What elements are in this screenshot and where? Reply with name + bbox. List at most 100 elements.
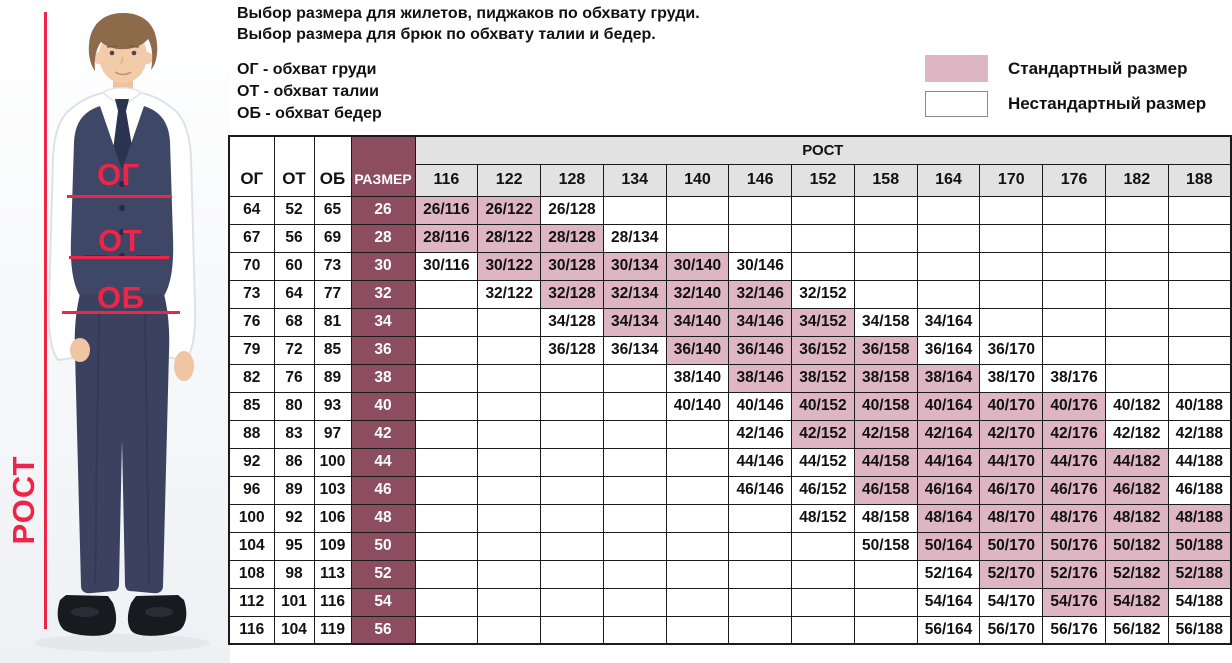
standard-size-cell: 44/176 (1042, 447, 1106, 477)
size-chart-table: ОГ ОТ ОБ РАЗМЕР РОСТ 116 122 128 134 140 146 1… (228, 135, 1232, 645)
nonstandard-size-cell: 46/152 (791, 475, 855, 505)
nonstandard-size-cell: 40/146 (728, 391, 793, 421)
standard-size-cell: 40/164 (916, 391, 981, 421)
chest-measure-label: ОГ (97, 157, 140, 192)
nonstandard-size-cell: 34/158 (853, 307, 918, 337)
nonstandard-size-cell: 54/188 (1167, 587, 1232, 617)
standard-size-cell: 50/182 (1104, 531, 1169, 561)
standard-size-cell: 46/158 (853, 475, 918, 505)
standard-size-cell: 48/164 (916, 503, 981, 533)
empty-cell (1167, 363, 1232, 393)
og-value: 85 (228, 391, 275, 421)
ot-value: 86 (273, 447, 315, 477)
ob-value: 69 (313, 223, 352, 253)
standard-size-cell: 26/116 (414, 195, 479, 225)
ob-value: 89 (313, 363, 352, 393)
boy-model-illustration (0, 0, 230, 663)
ob-value: 106 (313, 503, 352, 533)
empty-cell (1167, 251, 1232, 281)
title-line-1: Выбор размера для жилетов, пиджаков по о… (237, 5, 700, 22)
nonstandard-size-cell: 54/164 (916, 587, 981, 617)
empty-cell (728, 195, 793, 225)
nonstandard-size-cell: 30/116 (414, 251, 479, 281)
hips-measure-line (62, 311, 180, 314)
empty-cell (1104, 335, 1169, 365)
standard-size-cell: 50/164 (916, 531, 981, 561)
standard-size-cell: 28/122 (477, 223, 542, 253)
empty-cell (728, 587, 793, 617)
empty-cell (665, 419, 730, 449)
legend: Стандартный размер Нестандартный размер (925, 55, 1206, 126)
og-value: 116 (228, 615, 275, 645)
ot-value: 64 (273, 279, 315, 309)
nonstandard-size-cell: 40/182 (1104, 391, 1169, 421)
nonstandard-size-cell: 34/128 (540, 307, 604, 337)
og-value: 82 (228, 363, 275, 393)
legend-label-standard: Стандартный размер (1008, 58, 1188, 78)
ot-value: 104 (273, 615, 315, 645)
empty-cell (1104, 307, 1169, 337)
og-value: 79 (228, 335, 275, 365)
nonstandard-size-cell: 56/170 (979, 615, 1044, 645)
empty-cell (665, 503, 730, 533)
size-row-28: 67 56 69 28 28/116 28/122 28/128 28/134 (228, 223, 1232, 253)
og-value: 67 (228, 223, 275, 253)
standard-size-cell: 34/152 (791, 307, 855, 337)
ob-value: 93 (313, 391, 352, 421)
empty-cell (791, 195, 855, 225)
table-height-header-row: 116 122 128 134 140 146 152 158 164 170 176 182 188 (229, 163, 1232, 197)
empty-cell (602, 419, 667, 449)
og-value: 70 (228, 251, 275, 281)
size-value: 30 (350, 251, 416, 281)
standard-size-cell: 38/164 (916, 363, 981, 393)
empty-cell (979, 251, 1044, 281)
empty-cell (1042, 307, 1106, 337)
size-value: 36 (350, 335, 416, 365)
empty-cell (728, 223, 793, 253)
empty-cell (602, 615, 667, 645)
nonstandard-size-cell: 36/164 (916, 335, 981, 365)
standard-size-cell: 54/182 (1104, 587, 1169, 617)
empty-cell (1167, 279, 1232, 309)
nonstandard-size-cell: 32/122 (477, 279, 542, 309)
standard-size-cell: 46/164 (916, 475, 981, 505)
ot-value: 52 (273, 195, 315, 225)
table-header-group-row: ОГ ОТ ОБ РАЗМЕР РОСТ (228, 135, 1232, 197)
nonstandard-size-cell: 36/128 (540, 335, 604, 365)
height-header-164: 164 (916, 163, 981, 197)
empty-cell (414, 475, 479, 505)
empty-cell (602, 503, 667, 533)
ot-value: 72 (273, 335, 315, 365)
nonstandard-size-cell: 38/176 (1042, 363, 1106, 393)
size-row-26: 64 52 65 26 26/116 26/122 26/128 (228, 195, 1232, 225)
ob-value: 116 (313, 587, 352, 617)
empty-cell (477, 503, 542, 533)
empty-cell (979, 279, 1044, 309)
empty-cell (540, 559, 604, 589)
empty-cell (477, 447, 542, 477)
standard-size-cell: 28/128 (540, 223, 604, 253)
nonstandard-size-cell: 38/170 (979, 363, 1044, 393)
legend-row-nonstandard: Нестандартный размер (925, 91, 1206, 117)
empty-cell (602, 559, 667, 589)
size-value: 50 (350, 531, 416, 561)
standard-size-cell: 42/176 (1042, 419, 1106, 449)
empty-cell (414, 587, 479, 617)
size-row-48: 100 92 106 48 48/152 48/158 48/164 48/170 48/176… (228, 503, 1232, 533)
size-row-50: 104 95 109 50 50/158 50/164 50/170 50/176 50/182… (228, 531, 1232, 561)
standard-size-cell: 32/146 (728, 279, 793, 309)
empty-cell (540, 503, 604, 533)
size-row-36: 79 72 85 36 36/128 36/134 36/140 36/146 36/152 36… (228, 335, 1232, 365)
size-value: 34 (350, 307, 416, 337)
standard-size-cell: 32/128 (540, 279, 604, 309)
empty-cell (665, 223, 730, 253)
ob-value: 103 (313, 475, 352, 505)
empty-cell (602, 587, 667, 617)
empty-cell (1104, 363, 1169, 393)
standard-size-cell: 44/158 (853, 447, 918, 477)
standard-size-cell: 48/188 (1167, 503, 1232, 533)
nonstandard-size-cell: 32/152 (791, 279, 855, 309)
legend-swatch-nonstandard-size (925, 91, 988, 117)
nonstandard-size-cell: 36/134 (602, 335, 667, 365)
height-header-128: 128 (540, 163, 604, 197)
